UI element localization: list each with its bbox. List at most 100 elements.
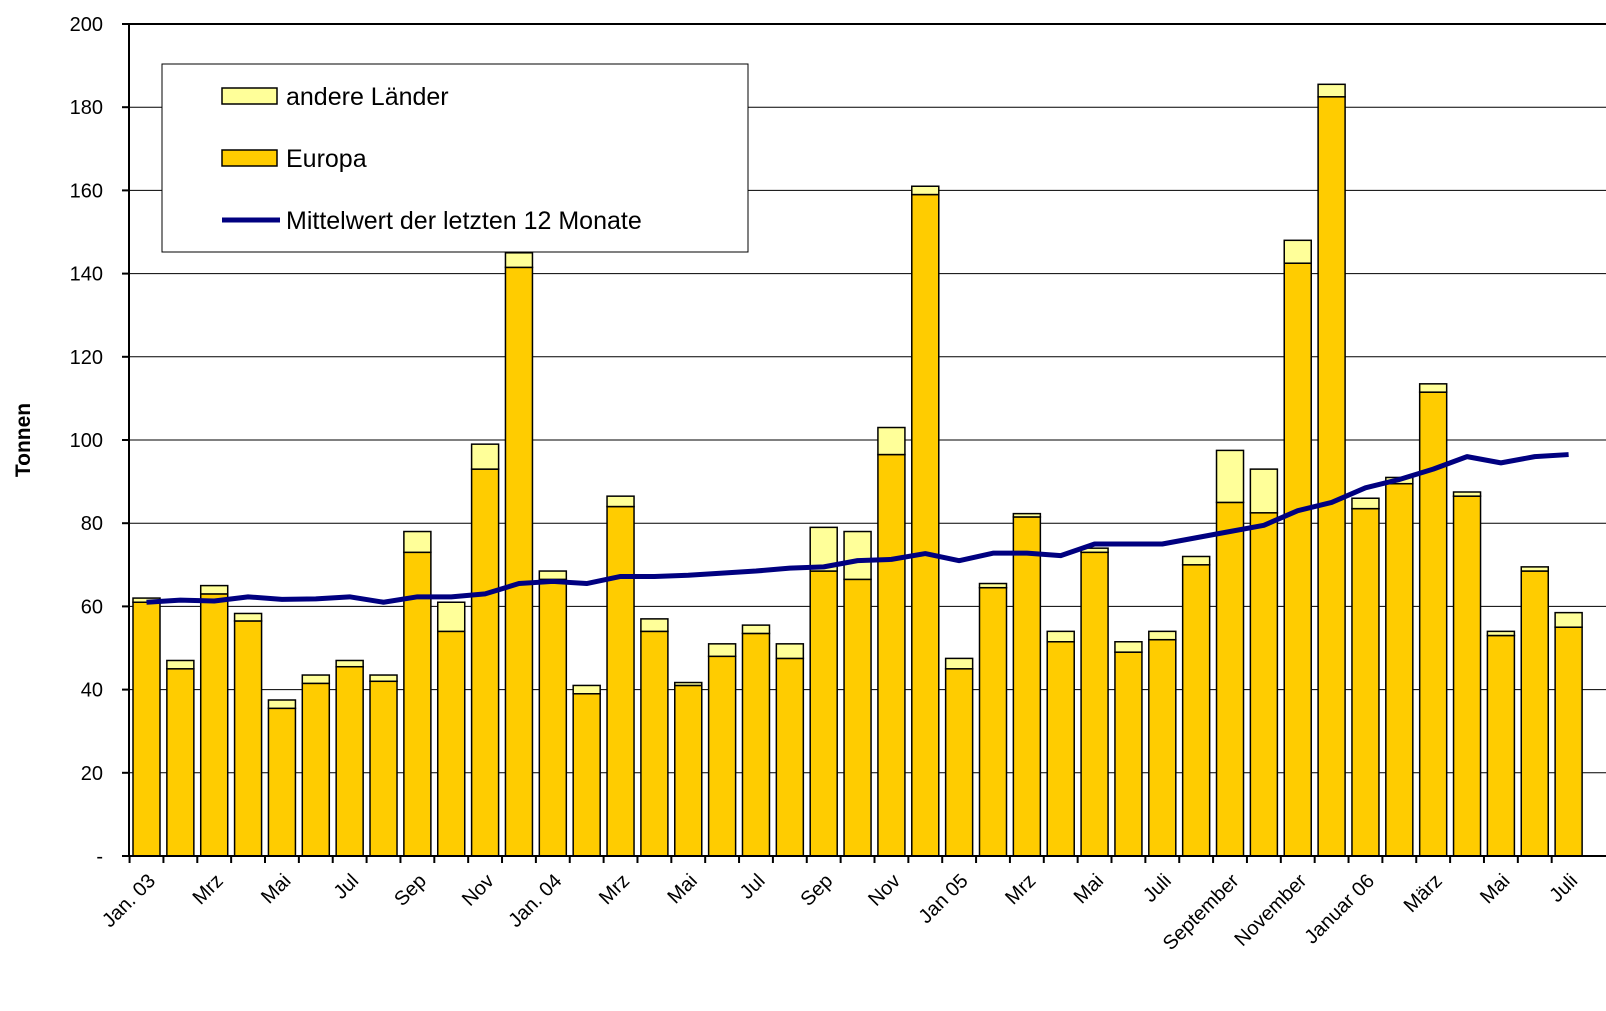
y-tick-label: 80 [81,513,103,535]
x-tick-label: Mai [663,870,701,908]
bar-segment [606,495,635,508]
y-tick-label: 160 [70,180,103,202]
x-tick-label: Jan. 03 [98,870,160,932]
bar-segment [436,630,466,857]
bar-segment [1520,566,1550,572]
bar-segment [1283,262,1312,857]
x-tick-label: November [1230,870,1311,951]
x-tick-label: Nov [864,870,905,911]
bar-segment [877,453,906,857]
bar-segment [267,699,297,710]
legend: andere Länder Europa Mittelwert der letzte… [161,63,749,253]
legend-label: Europa [286,145,367,173]
bar-segment [1418,391,1448,857]
bar-segment [301,674,331,685]
bar-segment [944,668,974,857]
x-tick-label: Mrz [595,870,634,909]
x-tick-label: Mai [1070,870,1108,908]
bar-segment [403,530,432,554]
bar-segment [369,680,398,857]
bar-segment [775,643,805,660]
x-tick-label: Januar 06 [1301,870,1379,948]
bar-segment [403,551,432,857]
bar-segment [707,655,737,857]
y-tick-label: 180 [70,97,103,119]
x-tick-label: Jul [330,870,364,904]
y-tick-label: 100 [70,430,103,452]
bar-segment [1181,555,1211,566]
legend-label: andere Länder [286,83,449,111]
bar-segment [1385,482,1414,857]
bar-segment [1012,512,1042,518]
average-line [146,452,1569,605]
bar-segment [1249,512,1279,857]
bar-segment [1351,497,1380,510]
bar-segment [504,252,534,269]
x-tick-label: Mrz [189,870,228,909]
bar-segment [1554,611,1583,628]
bar-segment [335,665,364,857]
bar-segment [1452,495,1482,857]
y-tick-label: 140 [70,264,103,286]
bar-segment [233,612,263,622]
x-tick-label: Juli [1139,870,1176,907]
bar-segment [674,684,703,857]
bar-segment [572,693,601,857]
bar-segment [978,582,1008,589]
bar-segment [538,578,568,857]
y-tick-label: 20 [81,763,103,785]
bar-segment [166,668,195,857]
bar-segment [436,601,466,633]
bar-segment [538,570,568,581]
x-tick-label: März [1400,870,1447,917]
bar-segment [1114,651,1143,857]
legend-swatch [221,149,278,167]
bar-segment [1114,641,1143,653]
bar-segment [911,193,940,857]
bar-segment [1148,638,1177,857]
bar-segment [978,586,1008,857]
bar-segment [1317,83,1346,98]
bar-segment [504,266,534,857]
y-tick-label: - [96,846,103,868]
bar-segment [944,657,974,670]
x-tick-label: Mai [1476,870,1514,908]
bar-segment [335,659,364,668]
bar-segment [132,601,161,857]
bar-segment [775,657,805,857]
x-tick-label: Juli [1545,870,1582,907]
bar-segment [470,443,500,470]
bar-segment [1046,630,1075,643]
x-tick-label: Sep [390,870,431,911]
bar-segment [369,674,398,683]
bar-segment [1046,641,1075,857]
bar-segment [1283,239,1312,264]
bar-segment [640,618,669,633]
bar-segment [640,630,669,857]
x-tick-label: Mrz [1001,870,1040,909]
bar-segment [1486,634,1516,857]
y-tick-label: 200 [70,14,103,36]
bar-segment [809,570,838,857]
bar-segment [741,632,771,857]
bar-segment [843,578,872,857]
bar-segment [707,643,737,658]
bar-segment [843,530,872,581]
bar-segment [1012,516,1042,857]
y-axis-title: Tonnen [12,403,35,477]
bar-segment [1215,501,1245,857]
bar-segment [1452,491,1482,497]
y-tick-label: 60 [81,596,103,618]
legend-swatch [221,87,278,105]
bar-segment [166,659,195,670]
bar-segment [1317,96,1346,857]
bar-segment [199,584,229,595]
y-tick-label: 40 [81,680,103,702]
x-tick-label: Jan. 04 [504,870,566,932]
x-tick-label: Sep [797,870,838,911]
bar-segment [1215,449,1245,504]
x-tick-label: Jan 05 [915,870,973,928]
x-tick-label: Jul [736,870,770,904]
bar-segment [470,468,500,857]
